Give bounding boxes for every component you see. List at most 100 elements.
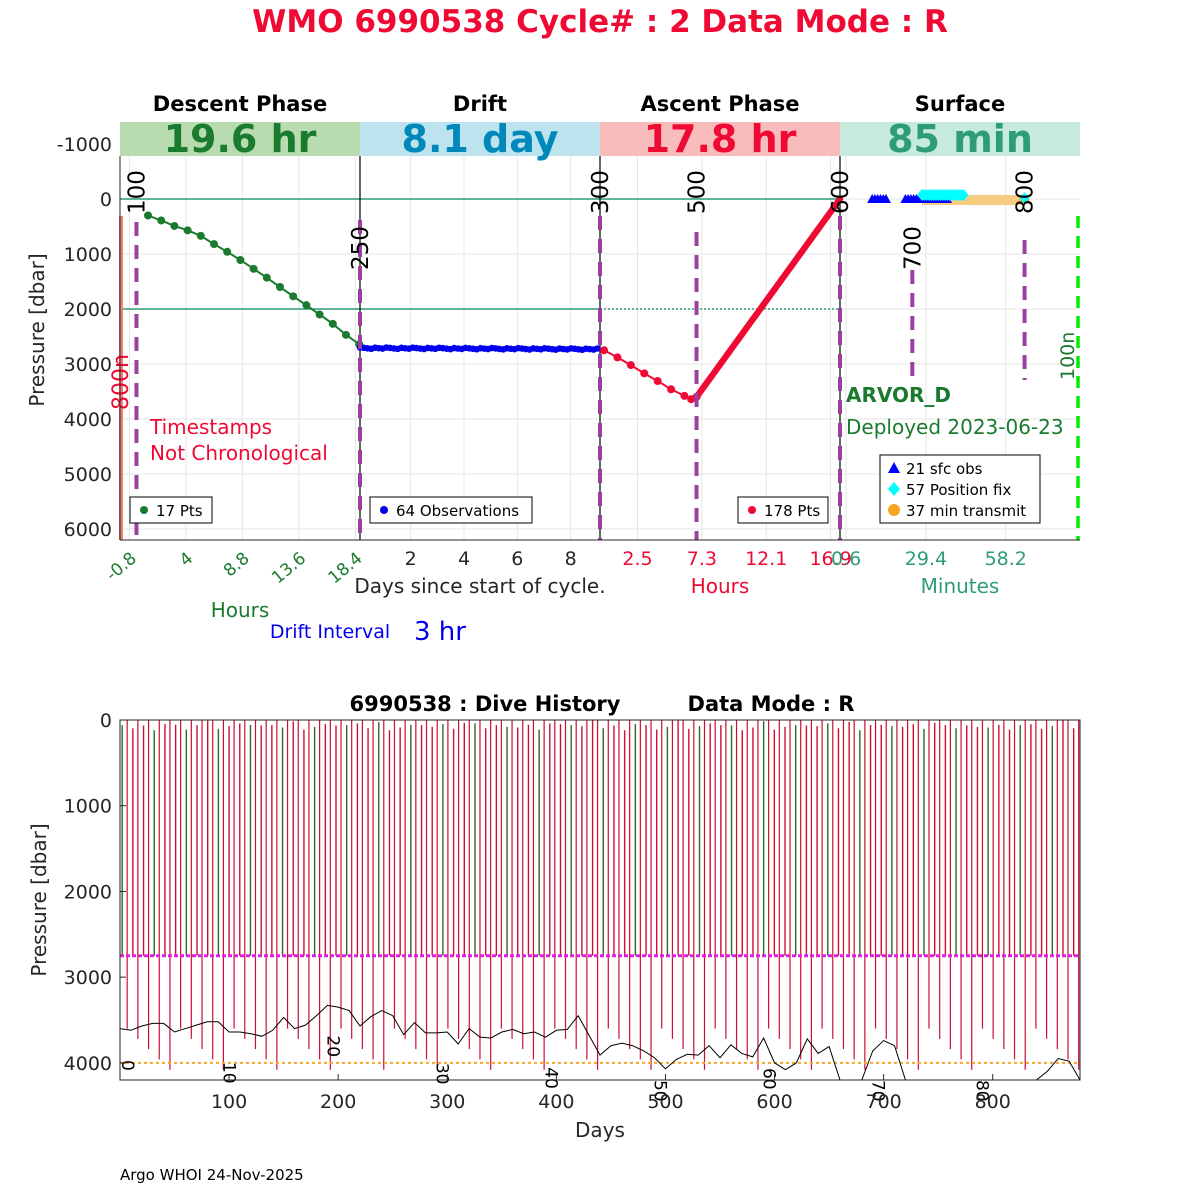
descent-xlabel: Hours [211, 598, 270, 622]
legend-label: 37 min transmit [906, 502, 1026, 520]
phase-duration: 8.1 day [402, 117, 559, 161]
drift-series-line [359, 347, 601, 350]
legend-marker [748, 506, 756, 514]
timestamps-line2: Not Chronological [150, 441, 328, 465]
descent-point [170, 221, 179, 230]
descent-point [249, 264, 258, 273]
surface-xlabel: Minutes [921, 574, 1000, 598]
cycle-label: 40 [540, 1067, 560, 1089]
cycle-label: 70 [868, 1080, 888, 1102]
legend-label: 57 Position fix [906, 481, 1011, 499]
history-ytick-label: 1000 [64, 796, 112, 818]
phase-name: Drift [453, 92, 507, 116]
history-xtick-label: 700 [866, 1091, 902, 1113]
top-ytick-label: 6000 [64, 519, 112, 541]
ascent-point [680, 391, 689, 400]
cycle-marker-label: 600 [828, 170, 854, 214]
cycle-label: 20 [322, 1035, 342, 1057]
descent-point [289, 292, 298, 301]
phase-duration: 19.6 hr [164, 117, 317, 161]
legend-marker [380, 506, 388, 514]
history-ytick-label: 0 [100, 710, 112, 732]
cycle-marker-label: 500 [685, 170, 711, 214]
top-ylabel: Pressure [dbar] [25, 253, 49, 406]
cycle-marker-label: 700 [900, 226, 926, 270]
top-xtick-label: 4 [458, 548, 470, 570]
descent-point [342, 330, 350, 339]
phase-name: Descent Phase [153, 92, 327, 116]
phase-duration-box [120, 122, 360, 156]
page-title: WMO 6990538 Cycle# : 2 Data Mode : R [252, 4, 948, 40]
drift-interval-value: 3 hr [414, 617, 466, 647]
legend-label: 178 Pts [764, 502, 820, 520]
drift-interval-label: Drift Interval [270, 621, 390, 643]
legend-marker [140, 506, 148, 514]
ascent-point [626, 361, 635, 370]
float-type-label: ARVOR_D [846, 383, 951, 407]
cycle-label: 50 [650, 1080, 670, 1102]
top-xtick-label: 8.8 [220, 549, 254, 582]
ascent-point [640, 369, 649, 378]
deployed-label: Deployed 2023-06-23 [846, 415, 1064, 439]
timestamps-line1: Timestamps [149, 415, 272, 439]
descent-point [144, 211, 152, 220]
descent-point [223, 247, 232, 256]
right-marker-label: 100n [1057, 332, 1079, 380]
history-ylabel: Pressure [dbar] [27, 823, 51, 976]
left-marker-label: 800n [109, 354, 134, 410]
top-xtick-label: 16.9 [809, 548, 851, 570]
top-xlabel: Days since start of cycle. [354, 574, 605, 598]
history-ytick-label: 2000 [64, 881, 112, 903]
phase-name: Surface [915, 92, 1005, 116]
cycle-label: 30 [431, 1063, 451, 1085]
descent-point [236, 256, 245, 265]
top-xtick-label: 13.6 [268, 549, 310, 589]
legend-label: 17 Pts [156, 502, 203, 520]
top-xtick-label: -0.8 [102, 549, 140, 586]
legend-diamond-marker [888, 482, 900, 496]
top-xtick-label: 7.3 [687, 548, 717, 570]
history-ytick-label: 4000 [64, 1053, 112, 1075]
history-xtick-label: 500 [647, 1091, 683, 1113]
descent-point [276, 283, 284, 291]
top-ytick-label: 5000 [64, 464, 112, 486]
phase-name: Ascent Phase [641, 92, 800, 116]
top-ytick-label: 0 [100, 189, 112, 211]
phase-duration: 85 min [887, 117, 1033, 161]
phase-duration-box [840, 122, 1080, 156]
descent-point [262, 273, 271, 282]
top-xtick-label: 8 [565, 548, 577, 570]
top-ytick-label: 1000 [64, 244, 112, 266]
sfc-obs-triangle [881, 194, 892, 203]
history-xlabel: Days [575, 1118, 625, 1142]
top-ytick-label: 4000 [64, 409, 112, 431]
ascent-point [613, 353, 622, 362]
ascent-point [600, 346, 609, 355]
phase-duration: 17.8 hr [644, 117, 797, 161]
phase-duration-box [600, 122, 840, 156]
position-fix-diamond [958, 189, 969, 201]
cycle-marker-label: 300 [588, 170, 614, 214]
top-xtick-label: 29.4 [905, 548, 947, 570]
history-xtick-label: 800 [975, 1091, 1011, 1113]
history-title: 6990538 : Dive History [350, 692, 621, 716]
descent-point [157, 216, 166, 225]
top-xtick-label: 12.1 [745, 548, 787, 570]
history-xtick-label: 600 [756, 1091, 792, 1113]
top-xtick-label: 2.5 [622, 548, 652, 570]
legend-circle-marker [888, 504, 900, 516]
history-ytick-label: 3000 [64, 967, 112, 989]
legend-label: 21 sfc obs [906, 460, 983, 478]
legend-label: 64 Observations [396, 502, 519, 520]
descent-point [196, 231, 205, 240]
top-xtick-label: 0.6 [831, 548, 861, 570]
phase-duration-box [360, 122, 600, 156]
descent-point [210, 240, 218, 249]
cycle-label: 60 [759, 1068, 779, 1090]
top-ytick-label: 3000 [64, 354, 112, 376]
footer-note: Argo WHOI 24-Nov-2025 [120, 1166, 304, 1184]
position-fix-diamond [1019, 192, 1030, 204]
history-xtick-label: 300 [429, 1091, 465, 1113]
history-plot-background [119, 719, 1081, 1081]
